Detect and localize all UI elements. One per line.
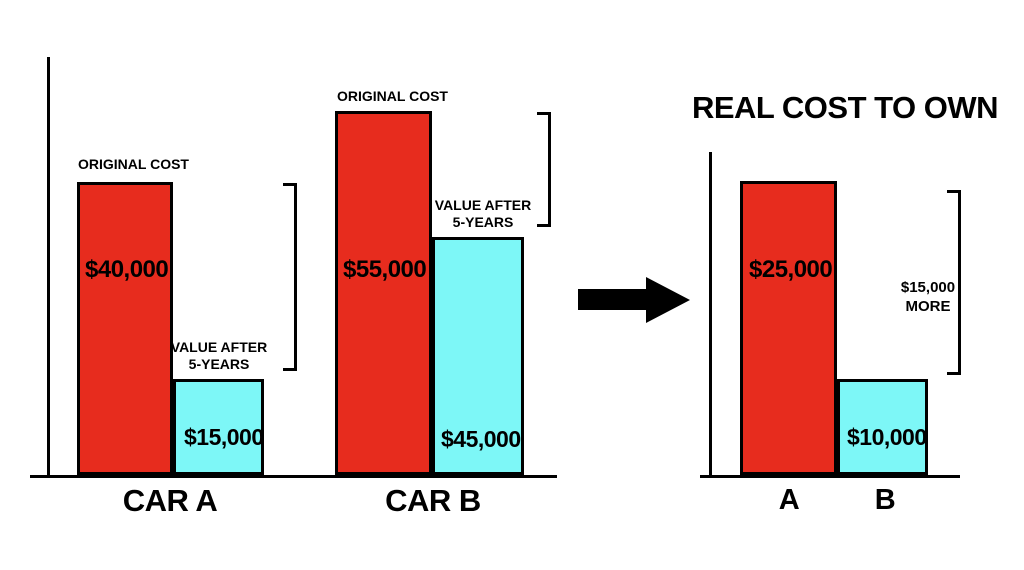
car-a-value-after-annotation: VALUE AFTER 5-YEARS: [163, 339, 275, 372]
real-cost-chart-title: REAL COST TO OWN: [691, 90, 999, 125]
real-cost-bar-a: [740, 181, 837, 475]
real-cost-value-a: $25,000: [749, 256, 833, 283]
car-a-difference-bracket: [283, 183, 297, 371]
real-cost-difference-note: $15,000 MORE: [878, 279, 978, 317]
difference-note-line1: $15,000: [900, 279, 956, 296]
real-cost-chart: REAL COST TO OWN $25,000 $10,000 $15,000…: [680, 80, 1024, 520]
car-b-original-cost-annotation: ORIGINAL COST: [337, 88, 448, 104]
car-a-category-label: CAR A: [122, 483, 218, 518]
left-chart-y-axis: [47, 57, 50, 476]
car-b-category-label: CAR B: [385, 483, 481, 518]
right-chart-x-axis: [700, 475, 960, 478]
car-a-value-after-line2: 5-YEARS: [188, 355, 250, 372]
left-chart-x-axis: [30, 475, 557, 478]
car-b-value-after-line1: VALUE AFTER: [434, 197, 532, 213]
car-b-difference-bracket: [537, 112, 551, 227]
real-cost-category-a: A: [778, 484, 800, 516]
car-b-original-cost-bar: [335, 111, 432, 475]
real-cost-bar-b: [837, 379, 928, 475]
car-a-value-after-line1: VALUE AFTER: [170, 339, 268, 355]
car-a-value-after-bar: [173, 379, 264, 475]
real-cost-difference-bracket: [947, 190, 961, 375]
car-a-original-cost-annotation: ORIGINAL COST: [78, 156, 189, 172]
right-arrow-icon: [578, 277, 690, 323]
car-b-original-cost-value: $55,000: [343, 256, 427, 283]
right-chart-y-axis: [709, 152, 712, 476]
car-b-value-after-value: $45,000: [441, 426, 521, 452]
comparison-chart: ORIGINAL COST $40,000 VALUE AFTER 5-YEAR…: [30, 57, 557, 518]
car-a-value-after-value: $15,000: [184, 424, 264, 450]
car-b-value-after-line2: 5-YEARS: [452, 213, 514, 230]
car-a-original-cost-value: $40,000: [85, 256, 169, 283]
difference-note-line2: MORE: [905, 297, 951, 315]
real-cost-category-b: B: [874, 484, 896, 516]
real-cost-value-b: $10,000: [847, 424, 927, 450]
car-b-value-after-annotation: VALUE AFTER 5-YEARS: [427, 197, 539, 230]
car-b-value-after-bar: [432, 237, 524, 475]
car-a-original-cost-bar: [77, 182, 173, 475]
